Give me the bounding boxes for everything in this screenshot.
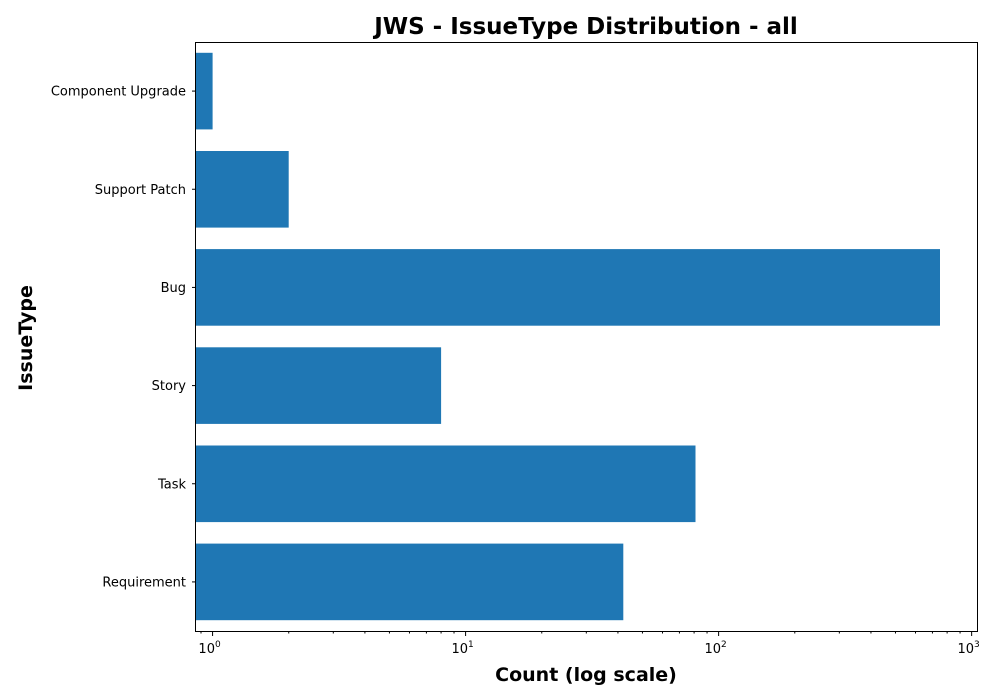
x-tick-label: 100 xyxy=(198,640,221,657)
bar-component-upgrade xyxy=(196,52,213,130)
y-tick-label: Story xyxy=(152,379,187,394)
chart-title: JWS - IssueType Distribution - all xyxy=(372,14,798,40)
y-tick-label: Bug xyxy=(161,281,186,296)
bars-layer xyxy=(196,52,940,621)
x-tick-label: 101 xyxy=(451,640,473,657)
x-axis-label: Count (log scale) xyxy=(495,664,677,686)
x-tick-label: 102 xyxy=(704,640,726,657)
y-tick-label: Support Patch xyxy=(95,183,186,198)
bar-bug xyxy=(196,249,940,326)
bar-support-patch xyxy=(196,151,289,228)
bar-requirement xyxy=(196,543,624,621)
y-axis: Component Upgrade Support Patch Bug Story Ta… xyxy=(51,85,196,590)
x-axis: 100 101 102 103 xyxy=(198,631,980,657)
y-tick-label: Requirement xyxy=(102,575,186,590)
y-tick-label: Task xyxy=(157,477,187,492)
y-tick-label: Component Upgrade xyxy=(51,85,186,100)
plot-frame xyxy=(195,42,978,632)
y-axis-label: IssueType xyxy=(15,285,37,391)
bar-story xyxy=(196,347,442,424)
bar-task xyxy=(196,445,696,523)
x-tick-label: 103 xyxy=(957,640,979,657)
